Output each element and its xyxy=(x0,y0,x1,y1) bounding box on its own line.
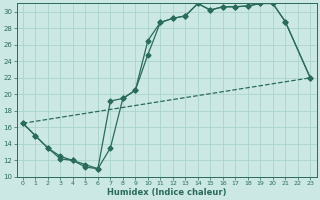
X-axis label: Humidex (Indice chaleur): Humidex (Indice chaleur) xyxy=(107,188,226,197)
